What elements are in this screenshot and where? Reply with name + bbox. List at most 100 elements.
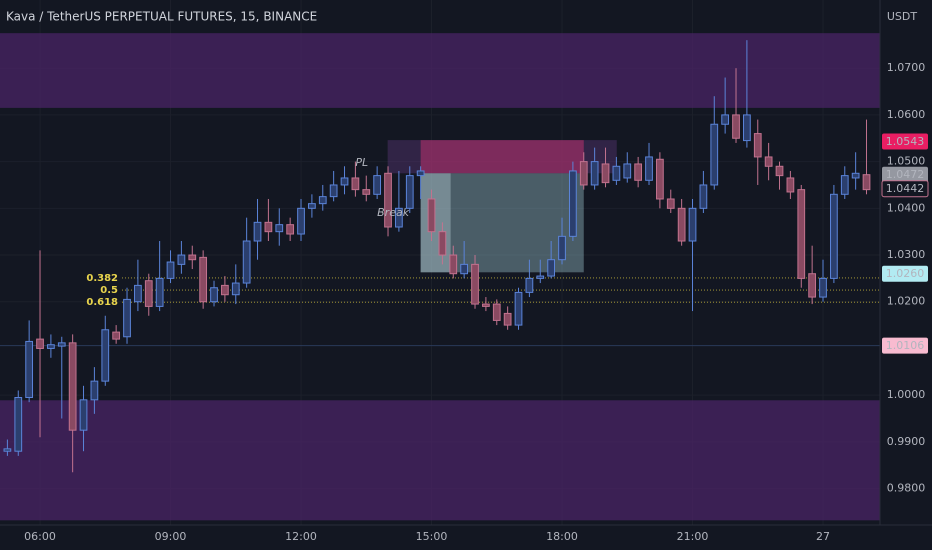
candle: [753, 119, 762, 185]
candle-body: [3, 448, 12, 452]
candle-body: [90, 380, 99, 401]
candle: [416, 166, 425, 199]
candle-body: [775, 165, 784, 177]
candle-body: [830, 193, 838, 279]
candle-body: [427, 198, 436, 233]
candle: [764, 142, 773, 181]
candle: [492, 299, 501, 326]
x-tick-label: 12:00: [285, 530, 317, 543]
candle: [775, 161, 784, 190]
candle: [830, 184, 838, 284]
candle-body: [677, 207, 686, 242]
y-tick-label: 1.0000: [887, 388, 926, 401]
x-tick-label: 18:00: [546, 530, 578, 543]
candle: [601, 147, 610, 188]
candle-body: [471, 263, 479, 305]
y-tick-label: 1.0400: [887, 201, 926, 214]
candle-body: [101, 329, 110, 382]
x-tick-label: 15:00: [416, 530, 448, 543]
y-tick-label: 0.9900: [887, 435, 926, 448]
candle: [340, 166, 349, 195]
candle-body: [492, 303, 501, 321]
candle: [482, 297, 490, 312]
candle: [525, 259, 534, 298]
candle-body: [862, 174, 871, 191]
annotation: Break: [377, 206, 410, 219]
candle: [710, 96, 719, 190]
candle-body: [840, 175, 849, 195]
candle-body: [166, 261, 175, 279]
candle-body: [449, 254, 458, 275]
candle-body: [590, 161, 599, 186]
candle-body: [275, 224, 284, 233]
candle: [166, 250, 175, 284]
candle: [851, 152, 860, 190]
price-badge: [882, 133, 928, 150]
overlay-layer: [122, 140, 880, 303]
candle: [666, 189, 675, 213]
candle: [112, 325, 121, 344]
candle: [90, 367, 99, 414]
candles: [3, 40, 871, 473]
candle-body: [482, 303, 490, 307]
candle-body: [210, 287, 218, 303]
candle: [47, 334, 55, 358]
candle: [210, 280, 218, 307]
candle: [25, 320, 34, 403]
front-layer: 0.9800 0.9900 1.0000 1.0200 1.0300 1.0400 1.05…: [24, 61, 929, 543]
candle-body: [134, 284, 142, 303]
candle-body: [308, 203, 316, 209]
chart-title: Kava / TetherUS PERPETUAL FUTURES, 15, B…: [6, 10, 317, 24]
candle: [134, 259, 142, 312]
candle-body: [242, 240, 251, 284]
zone: [0, 400, 880, 521]
candle: [503, 306, 512, 330]
candle-body: [395, 207, 403, 228]
candle-body: [579, 161, 588, 186]
candle: [819, 259, 827, 302]
price-badge: [882, 337, 928, 354]
candle-body: [199, 256, 208, 303]
candle-body: [721, 114, 730, 125]
candle-body: [144, 280, 153, 307]
stop-zone: [420, 140, 584, 174]
y-tick-label: 1.0600: [887, 108, 926, 121]
candle: [688, 198, 697, 312]
annotation: PL: [355, 156, 368, 169]
candle: [3, 439, 12, 456]
candle: [373, 166, 382, 199]
x-tick-label: 06:00: [24, 530, 56, 543]
candle-body: [601, 163, 610, 184]
price-badge-label: 1.0260: [886, 267, 925, 280]
candle-body: [373, 175, 382, 195]
candle: [547, 241, 556, 279]
candle: [242, 217, 251, 288]
candle: [57, 336, 66, 419]
zone: [0, 33, 880, 108]
price-badge-label: 1.0543: [886, 135, 925, 148]
price-badge-label: 1.0106: [886, 339, 925, 352]
candle: [460, 241, 469, 279]
candle: [286, 217, 295, 242]
candle: [199, 250, 208, 309]
candle: [558, 217, 566, 265]
candle: [862, 119, 871, 195]
candle-body: [405, 175, 414, 209]
y-tick-label: 1.0300: [887, 248, 926, 261]
candle-body: [416, 170, 425, 177]
candle: [590, 147, 599, 190]
candle-body: [25, 340, 34, 398]
candle: [101, 315, 110, 386]
candle: [536, 259, 545, 284]
x-tick-label: 27: [816, 530, 830, 543]
candle: [275, 208, 284, 246]
fib-label: 0.5: [100, 285, 118, 296]
candle-body: [732, 114, 740, 139]
candle-body: [547, 259, 556, 277]
candle-body: [666, 198, 675, 209]
candle-body: [188, 254, 197, 261]
candle-body: [155, 277, 164, 307]
candle-body: [362, 189, 371, 195]
price-badge: [881, 180, 929, 198]
candle-body: [536, 275, 545, 279]
